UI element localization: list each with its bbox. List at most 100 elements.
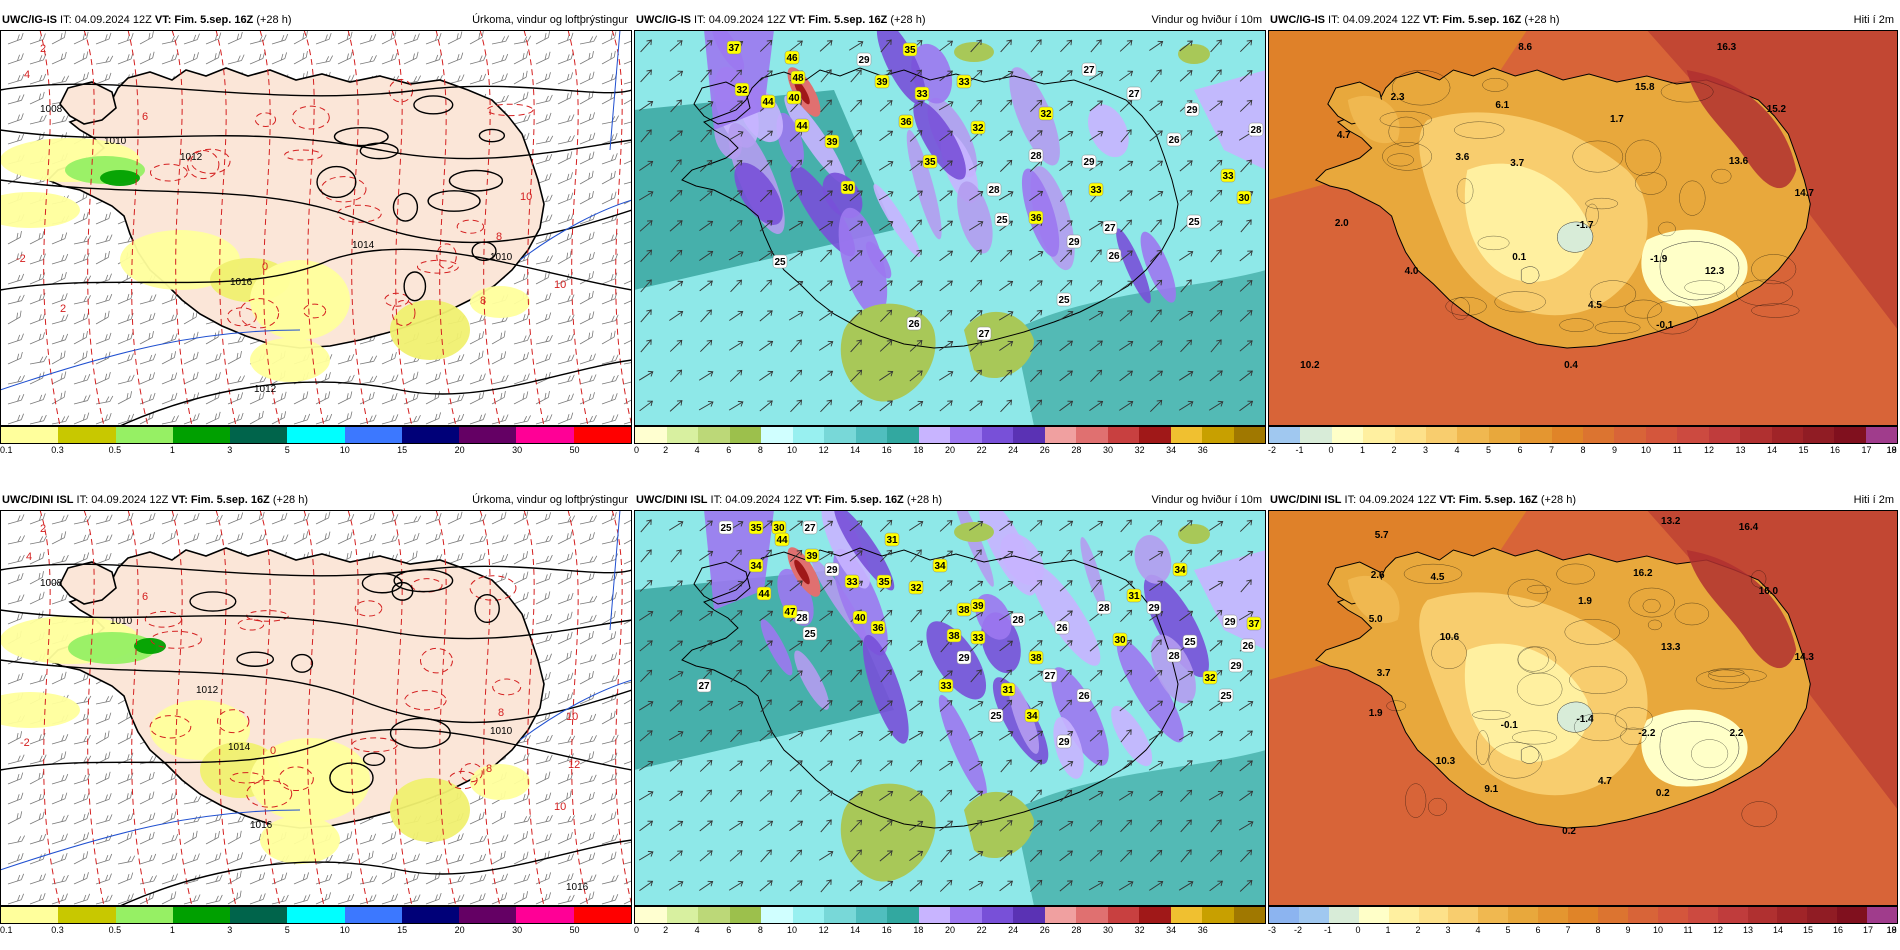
- colorbar-swatch: [887, 907, 919, 923]
- temperature-value-label: 0.4: [1564, 360, 1578, 371]
- colorbar-tick-label: 16: [881, 445, 892, 455]
- gust-label: 29: [956, 650, 972, 665]
- colorbar-tick-label: 2: [663, 445, 669, 455]
- colorbar-swatch: [1139, 907, 1171, 923]
- colorbar-swatch: [1747, 907, 1778, 923]
- gust-label: 28: [1096, 600, 1112, 615]
- colorbar-tick-label: 50: [569, 925, 580, 935]
- colorbar-swatch: [1298, 907, 1329, 923]
- colorbar-swatch: [1107, 427, 1139, 443]
- gust-label: 32: [1038, 106, 1054, 121]
- svg-text:25: 25: [1220, 691, 1232, 702]
- colorbar-swatch: [230, 907, 288, 923]
- gust-label: 32: [734, 82, 750, 97]
- gust-label: 30: [771, 520, 787, 535]
- westfjords-coastline: [693, 81, 751, 125]
- colorbar-tick-label: 18: [1886, 445, 1897, 455]
- svg-text:29: 29: [1068, 237, 1080, 248]
- svg-text:25: 25: [996, 215, 1008, 226]
- colorbar-tick-label: 28: [1071, 445, 1082, 455]
- colorbar-swatch: [115, 907, 173, 923]
- gust-label: 27: [976, 326, 992, 341]
- colorbar-labels: 0 2 4 6 8 10 12 14 16 18 20 22 24 26 28 30 32 34 36: [634, 444, 1266, 458]
- map-frame: [1268, 30, 1898, 426]
- colorbar-swatch: [1478, 907, 1509, 923]
- iceland-coastline: [681, 67, 1179, 349]
- temp-map: 13.2 16.4 5.7 2.6 4.5 16.2 1.9 16.0 5.0 10.6 13.3 1…: [1268, 510, 1898, 906]
- gust-label: 44: [756, 586, 772, 601]
- gust-label: 31: [1126, 588, 1142, 603]
- colorbar-tick-label: 4: [1475, 925, 1481, 935]
- gust-fields: [704, 30, 1266, 317]
- gust-label: 27: [1081, 62, 1097, 77]
- colorbar-tick-label: 1: [1385, 925, 1391, 935]
- svg-text:29: 29: [958, 653, 970, 664]
- svg-text:39: 39: [826, 137, 838, 148]
- colorbar-tick-label: 30: [512, 925, 523, 935]
- gust-label: 29: [1222, 614, 1238, 629]
- colorbar-swatch: [459, 907, 517, 923]
- svg-text:37: 37: [1248, 619, 1260, 630]
- colorbar-swatch: [981, 427, 1013, 443]
- colorbar-tick-label: 3: [1445, 925, 1451, 935]
- colorbar-tick-label: 6: [1535, 925, 1541, 935]
- colorbar-tick-label: 2: [663, 925, 669, 935]
- isobar-label: 1014: [228, 742, 251, 753]
- svg-text:29: 29: [1224, 617, 1236, 628]
- colorbar-tick-label: 7: [1565, 925, 1571, 935]
- svg-text:27: 27: [1044, 671, 1056, 682]
- temperature-isolines: [1386, 563, 1778, 828]
- colorbar-swatch: [287, 907, 345, 923]
- model-name: UWC/DINI ISL: [636, 494, 708, 506]
- run-info: UWC/IG-IS IT: 04.09.2024 12Z VT: Fim. 5.…: [2, 10, 292, 30]
- temperature-value-label: 0.1: [1512, 252, 1526, 263]
- wind-panel: UWC/DINI ISL IT: 04.09.2024 12Z VT: Fim.…: [634, 490, 1266, 940]
- svg-text:28: 28: [1030, 151, 1042, 162]
- colorbar-tick-label: 13: [1735, 445, 1746, 455]
- isobar-label: 1012: [196, 685, 219, 696]
- colorbar-swatch: [1457, 427, 1489, 443]
- colorbar-tick-label: 10: [339, 925, 350, 935]
- colorbar-swatch: [1013, 907, 1045, 923]
- precip-areas: [0, 138, 530, 382]
- gust-label: 40: [852, 610, 868, 625]
- colorbar-swatch: [1677, 427, 1709, 443]
- colorbar-tick-label: 16: [1832, 925, 1844, 935]
- colorbar-tick-label: 5: [1485, 445, 1492, 455]
- colorbar-swatch: [58, 907, 116, 923]
- svg-text:39: 39: [876, 77, 888, 88]
- svg-text:33: 33: [958, 77, 970, 88]
- colorbar-swatch: [761, 907, 793, 923]
- colorbar-swatch: [1627, 907, 1658, 923]
- svg-text:25: 25: [774, 257, 786, 268]
- colorbar-tick-label: 10: [339, 445, 350, 455]
- colorbar-swatch: [1645, 427, 1678, 443]
- temperature-value-label: 12.3: [1705, 266, 1725, 277]
- svg-text:28: 28: [1012, 615, 1024, 626]
- gust-label: 34: [1024, 708, 1040, 723]
- colorbar-tick-label: 0: [634, 925, 640, 935]
- colorbar-swatch: [666, 427, 698, 443]
- svg-text:32: 32: [1204, 673, 1216, 684]
- temperature-value-label: 5.0: [1369, 614, 1383, 625]
- temperature-contour-label: 8: [486, 763, 492, 775]
- panel-title: Vindur og hviður í 10m: [1151, 14, 1262, 26]
- colorbar-tick-label: 8: [1595, 925, 1601, 935]
- colorbar-tick-label: 17: [1862, 925, 1874, 935]
- colorbar-tick-label: 30: [512, 445, 523, 455]
- colorbar-swatch: [344, 427, 402, 443]
- colorbar-tick-label: 10: [1640, 445, 1652, 455]
- westfjords-land: [59, 561, 117, 605]
- isobar-label: 1010: [490, 252, 513, 263]
- lead-time: (+28 h): [1521, 14, 1560, 26]
- colorbar-swatch: [1300, 427, 1332, 443]
- isobar-label: 1016: [230, 277, 253, 288]
- strong-wind-band-south: [1014, 270, 1266, 426]
- colorbar-swatch: [1777, 907, 1808, 923]
- temperature-value-label: -0.1: [1501, 720, 1519, 731]
- temperature-value-label: -1.7: [1576, 220, 1594, 231]
- colorbar-tick-label: 6: [1517, 445, 1523, 455]
- colorbar-swatch: [172, 907, 231, 923]
- isobar-label: 1016: [566, 882, 589, 893]
